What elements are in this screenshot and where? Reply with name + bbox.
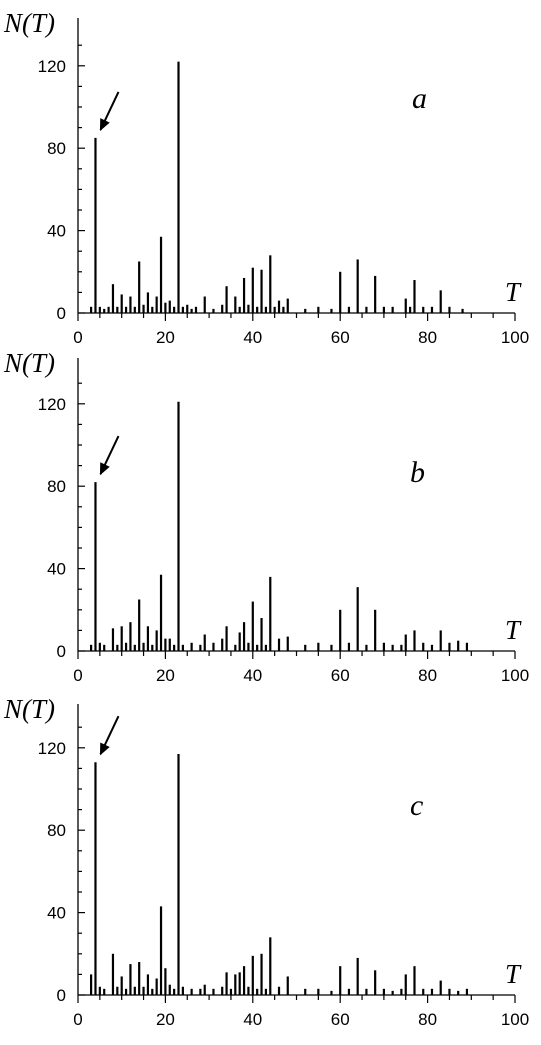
x-axis-title: T xyxy=(505,277,522,307)
panel-a: 0 40 80 120 0 20 40 60 80 100 N(T) Ta xyxy=(3,8,529,347)
y-tick-label: 80 xyxy=(47,821,66,840)
y-tick-label: 0 xyxy=(57,642,66,661)
x-tick-label: 40 xyxy=(243,666,262,685)
x-tick-label: 20 xyxy=(156,666,175,685)
y-tick-label: 120 xyxy=(38,57,66,76)
x-tick-label: 60 xyxy=(331,666,350,685)
y-tick-label: 80 xyxy=(47,139,66,158)
x-tick-label: 60 xyxy=(331,328,350,347)
arrow-icon xyxy=(99,715,120,756)
x-tick-label: 0 xyxy=(73,666,82,685)
arrow-icon xyxy=(99,91,120,132)
panel-label: a xyxy=(412,82,427,115)
y-tick-label: 0 xyxy=(57,304,66,323)
x-tick-label: 100 xyxy=(501,328,529,347)
y-tick-label: 120 xyxy=(38,739,66,758)
panel-label: b xyxy=(410,456,425,489)
y-axis-title: N(T) xyxy=(3,694,55,724)
x-tick-label: 0 xyxy=(73,328,82,347)
arrow-head xyxy=(99,742,110,756)
y-axis-title: N(T) xyxy=(3,8,55,38)
x-tick-label: 100 xyxy=(501,666,529,685)
y-axis-title: N(T) xyxy=(3,348,55,378)
x-tick-label: 80 xyxy=(418,666,437,685)
y-tick-label: 40 xyxy=(47,560,66,579)
y-tick-label: 0 xyxy=(57,986,66,1005)
y-tick-label: 40 xyxy=(47,222,66,241)
x-tick-label: 20 xyxy=(156,328,175,347)
x-tick-label: 80 xyxy=(418,1010,437,1029)
x-tick-label: 100 xyxy=(501,1010,529,1029)
y-tick-label: 120 xyxy=(38,395,66,414)
arrow-head xyxy=(99,118,110,132)
panel-c: 0 40 80 120 0 20 40 60 80 100 N(T) Tc xyxy=(3,694,529,1029)
x-tick-label: 60 xyxy=(331,1010,350,1029)
x-tick-label: 0 xyxy=(73,1010,82,1029)
x-tick-label: 40 xyxy=(243,328,262,347)
x-tick-label: 20 xyxy=(156,1010,175,1029)
x-axis-title: T xyxy=(505,959,522,989)
panel-b: 0 40 80 120 0 20 40 60 80 100 N(T) Tb xyxy=(3,348,529,685)
arrow-icon xyxy=(99,435,120,476)
x-tick-label: 80 xyxy=(418,328,437,347)
x-axis-title: T xyxy=(505,615,522,645)
arrow-head xyxy=(99,462,110,476)
panel-label: c xyxy=(410,789,423,822)
y-tick-label: 40 xyxy=(47,904,66,923)
y-tick-label: 80 xyxy=(47,477,66,496)
x-tick-label: 40 xyxy=(243,1010,262,1029)
